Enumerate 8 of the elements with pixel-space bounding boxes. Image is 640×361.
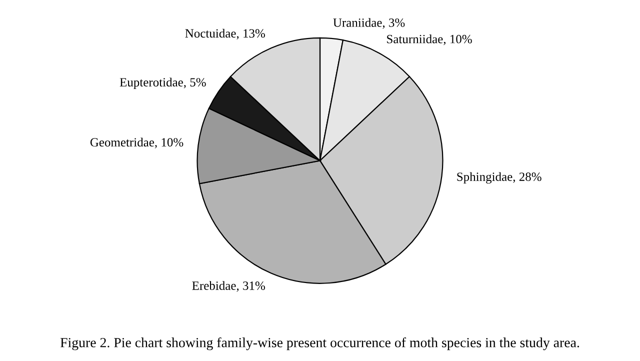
slice-label: Noctuidae, 13% xyxy=(185,28,265,40)
slice-label: Erebidae, 31% xyxy=(192,281,265,292)
slice-label: Uraniidae, 3% xyxy=(333,18,405,29)
slice-label: Sphingidae, 28% xyxy=(457,172,542,184)
slice-label: Saturniidae, 10% xyxy=(387,34,472,46)
slice-label: Eupterotidae, 5% xyxy=(120,78,206,90)
caption: Figure 2. Pie chart showing family-wise present occurrence of moth species in the study area. xyxy=(60,337,580,350)
slice-label: Geometridae, 10% xyxy=(90,138,184,148)
